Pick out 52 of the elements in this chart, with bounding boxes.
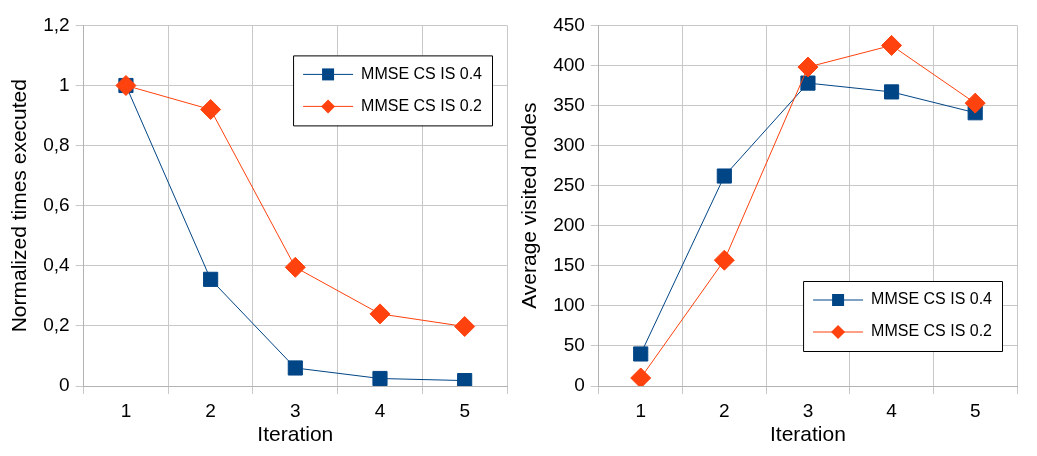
point xyxy=(800,75,816,91)
x-axis-title: Iteration xyxy=(770,422,846,446)
y-tick-label: 350 xyxy=(553,93,585,115)
y-axis-title: Average visited nodes xyxy=(517,102,541,309)
point xyxy=(884,84,900,100)
y-tick-label: 0,4 xyxy=(43,254,71,276)
point xyxy=(630,367,652,386)
x-tick-label: 4 xyxy=(374,399,386,421)
y-tick-label: 0 xyxy=(59,374,70,396)
x-axis-title: Iteration xyxy=(257,422,334,446)
y-tick-label: 200 xyxy=(553,213,585,235)
y-tick-label: 150 xyxy=(553,254,585,276)
y-tick-label: 0 xyxy=(574,374,585,396)
x-tick-label: 4 xyxy=(886,399,898,421)
point xyxy=(203,271,219,287)
legend-label: MMSE CS IS 0.4 xyxy=(871,290,993,308)
point xyxy=(200,99,222,121)
x-tick-label: 2 xyxy=(719,399,730,421)
legend-label: MMSE CS IS 0.4 xyxy=(361,64,483,82)
y-tick-label: 450 xyxy=(553,13,585,35)
point xyxy=(713,249,735,271)
point xyxy=(716,168,732,184)
x-tick-label: 1 xyxy=(635,399,646,421)
legend-label: MMSE CS IS 0.2 xyxy=(871,322,993,340)
x-tick-label: 3 xyxy=(802,399,814,421)
point xyxy=(372,370,388,386)
legend-label: MMSE CS IS 0.2 xyxy=(361,96,483,114)
y-tick-label: 250 xyxy=(553,173,585,195)
x-tick-label: 2 xyxy=(205,399,216,421)
y-axis-title: Normalized times executed xyxy=(7,79,31,333)
point xyxy=(457,373,473,386)
y-tick-label: 0,6 xyxy=(43,193,70,215)
y-tick-label: 400 xyxy=(553,53,585,75)
x-tick-label: 1 xyxy=(120,399,132,421)
y-tick-label: 50 xyxy=(563,334,585,356)
point xyxy=(287,360,303,376)
point xyxy=(633,346,649,362)
y-tick-label: 100 xyxy=(553,294,585,316)
point xyxy=(454,316,476,337)
point xyxy=(797,56,819,78)
point xyxy=(964,92,986,114)
y-tick-label: 300 xyxy=(553,133,585,155)
point xyxy=(881,34,903,56)
y-tick-label: 0,8 xyxy=(43,133,70,155)
x-tick-label: 5 xyxy=(969,399,981,421)
point xyxy=(369,303,391,325)
y-tick-label: 0,2 xyxy=(43,314,70,336)
x-tick-label: 5 xyxy=(459,399,470,421)
x-tick-label: 3 xyxy=(290,399,301,421)
y-tick-label: 1,2 xyxy=(43,13,70,35)
y-tick-label: 1 xyxy=(59,73,70,95)
point xyxy=(284,256,306,278)
